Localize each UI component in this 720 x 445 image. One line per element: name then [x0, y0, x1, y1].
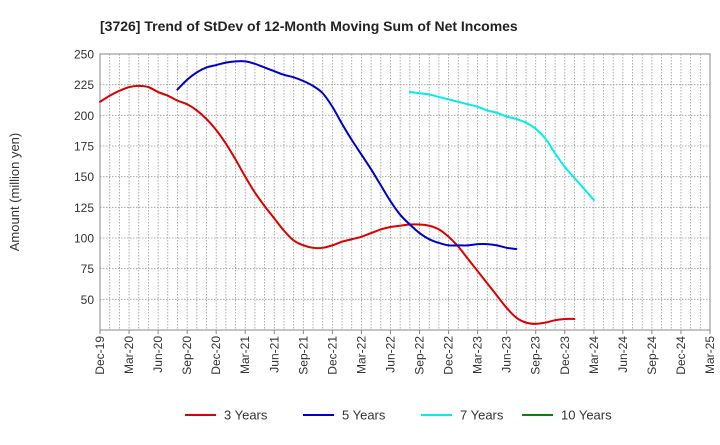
x-tick-label: Mar-23: [471, 336, 485, 374]
y-tick-label: 100: [74, 232, 94, 246]
chart-title: [3726] Trend of StDev of 12-Month Moving…: [100, 18, 518, 34]
series-line-3-years: [99, 84, 576, 325]
legend-label: 10 Years: [561, 408, 612, 423]
series-lines: [99, 60, 595, 325]
legend: 3 Years 5 Years 7 Years 10 Years: [185, 408, 612, 423]
x-tick-label: Jun-22: [383, 336, 397, 373]
y-tick-label: 50: [81, 293, 95, 307]
x-tick-label: Sep-21: [296, 336, 310, 375]
x-tick-label: Sep-24: [645, 336, 659, 375]
x-tick-label: Sep-22: [413, 336, 427, 375]
y-tick-label: 175: [74, 140, 94, 154]
y-tick-label: 75: [81, 262, 95, 276]
x-tick-label: Dec-24: [674, 336, 688, 375]
x-tick-label: Jun-21: [267, 336, 281, 373]
x-tick-label: Dec-19: [93, 336, 107, 375]
x-tick-label: Mar-21: [238, 336, 252, 374]
y-tick-label: 125: [74, 201, 94, 215]
plot-area: [99, 53, 711, 331]
x-tick-label: Dec-20: [209, 336, 223, 375]
x-tick-label: Dec-23: [558, 336, 572, 375]
x-tick-label: Jun-23: [500, 336, 514, 373]
x-tick-label: Jun-24: [616, 336, 630, 373]
x-tick-label: Sep-20: [180, 336, 194, 375]
y-tick-label: 250: [74, 48, 94, 62]
y-tick-label: 150: [74, 170, 94, 184]
x-tick-label: Dec-22: [442, 336, 456, 375]
x-tick-label: Mar-22: [354, 336, 368, 374]
legend-label: 7 Years: [460, 408, 504, 423]
x-tick-label: Jun-20: [151, 336, 165, 373]
y-tick-label: 225: [74, 78, 94, 92]
axes: 50 75 100 125 150 175 200 225 250 Dec-19 Mar-20 Jun…: [74, 48, 717, 375]
grid: [99, 53, 711, 331]
series-line-7-years: [408, 91, 595, 201]
series-line-5-years: [176, 60, 518, 251]
y-tick-label: 200: [74, 109, 94, 123]
x-tick-label: Mar-24: [587, 336, 601, 374]
x-tick-label: Mar-25: [703, 336, 717, 374]
x-tick-label: Dec-21: [325, 336, 339, 375]
legend-label: 5 Years: [342, 408, 386, 423]
x-tick-label: Sep-23: [529, 336, 543, 375]
y-axis-title: Amount (million yen): [7, 133, 22, 252]
x-tick-label: Mar-20: [122, 336, 136, 374]
legend-label: 3 Years: [224, 408, 268, 423]
